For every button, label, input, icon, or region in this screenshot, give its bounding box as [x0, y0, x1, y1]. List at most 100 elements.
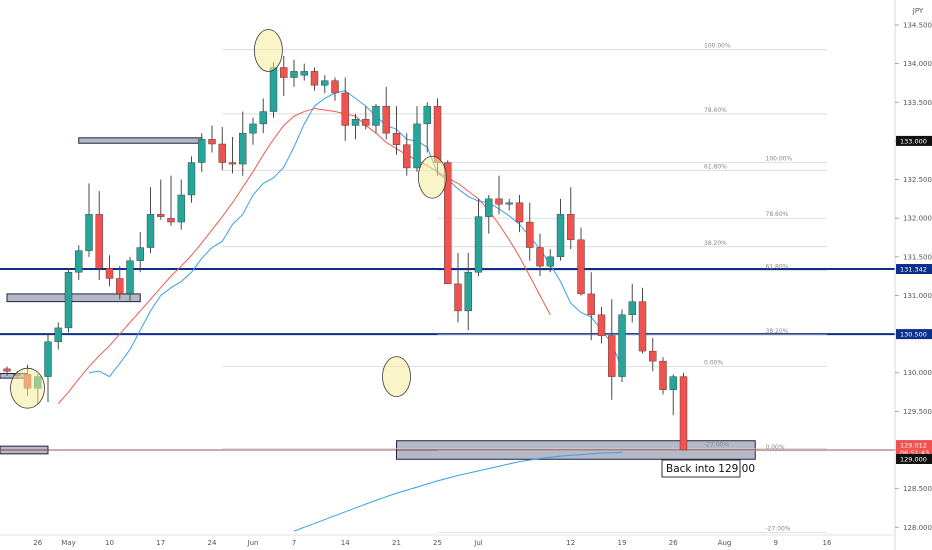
- candle-body-64: [659, 360, 667, 390]
- candle-body-34: [351, 119, 360, 126]
- fib-label-0-3: 38.20%: [704, 240, 727, 247]
- highlight-ellipse-0: [10, 367, 45, 409]
- zones-layer: [0, 137, 756, 460]
- annotation-box[interactable]: Back into 129.00: [661, 459, 755, 478]
- fib-label-0-4: 0.00%: [704, 360, 723, 367]
- price-tag-label-4: 129.000: [900, 456, 927, 464]
- ema-slow-line: [57, 107, 551, 404]
- moving-averages-layer: [57, 90, 623, 532]
- candle-body-18: [187, 162, 196, 196]
- time-axis[interactable]: 26 May 10 17 24 Jun 7 14 21 25 Jul 12 19 26 Aug 9 16: [33, 539, 832, 547]
- fib-label-0-2: 61.80%: [704, 163, 727, 170]
- candle-body-59: [608, 335, 616, 377]
- candle-body-25: [259, 111, 267, 125]
- candle-body-40: [413, 123, 421, 169]
- x-tick-label-0: 26: [33, 539, 42, 547]
- candle-body-21: [218, 143, 226, 163]
- candle-body-52: [536, 247, 544, 267]
- candle-body-56: [577, 239, 585, 295]
- candle-body-14: [146, 214, 155, 248]
- x-tick-label-14: Aug: [718, 539, 732, 547]
- candle-body-13: [136, 247, 144, 261]
- candles-layer: [3, 55, 688, 451]
- y-tick-label-13: 128.000: [903, 524, 932, 532]
- candle-body-30: [310, 71, 319, 86]
- y-tick-label-4: 132.500: [903, 176, 932, 184]
- x-tick-label-4: 24: [208, 539, 217, 547]
- candle-body-6: [64, 272, 73, 329]
- candle-body-39: [403, 144, 411, 169]
- candle-body-12: [126, 260, 134, 295]
- candle-body-62: [638, 301, 647, 352]
- candle-body-47: [485, 198, 493, 217]
- price-tag-2: [896, 329, 932, 340]
- highlight-ellipses-layer: [10, 29, 447, 409]
- candle-body-8: [85, 214, 93, 251]
- x-tick-label-11: 12: [566, 539, 575, 547]
- candle-body-10: [105, 268, 114, 279]
- candle-body-54: [556, 214, 565, 258]
- candle-body-66: [679, 376, 688, 451]
- candle-body-15: [157, 214, 165, 217]
- candle-body-58: [597, 314, 606, 336]
- annotation-text: Back into 129.00: [666, 463, 755, 475]
- candle-body-51: [526, 221, 534, 248]
- candle-body-43: [444, 162, 452, 285]
- candle-body-17: [177, 194, 185, 223]
- candle-body-45: [464, 272, 472, 312]
- y-tick-label-5: 132.000: [903, 215, 932, 223]
- x-tick-label-8: 21: [392, 539, 401, 547]
- candle-body-42: [433, 105, 442, 163]
- fib-label-0-1: 78.60%: [704, 107, 727, 114]
- candle-body-35: [362, 119, 370, 126]
- candle-body-50: [515, 202, 524, 223]
- candle-body-41: [423, 105, 431, 125]
- x-tick-label-3: 17: [156, 539, 165, 547]
- candle-body-32: [331, 80, 339, 94]
- price-tags-layer: 133.000131.342130.500129.01206:51:43129.…: [896, 135, 932, 464]
- fib-label-1-1: 78.60%: [766, 211, 789, 218]
- candle-body-16: [167, 217, 175, 223]
- fib-label-1-3: 38.20%: [766, 328, 789, 335]
- candle-body-57: [587, 293, 595, 315]
- fib-label-1-2: 61.80%: [766, 264, 789, 271]
- y-tick-label-2: 133.500: [903, 99, 932, 107]
- candle-body-33: [341, 92, 349, 126]
- candle-body-55: [567, 214, 575, 241]
- price-tag-1: [896, 264, 932, 275]
- candle-body-46: [474, 216, 483, 273]
- candle-body-11: [116, 278, 124, 295]
- candle-body-48: [495, 198, 503, 205]
- highlight-ellipse-2: [417, 155, 447, 199]
- candle-body-36: [372, 105, 380, 126]
- x-tick-label-10: Jul: [473, 539, 483, 547]
- zone-box-0: [78, 137, 203, 144]
- fib-label-1-4: 0.00%: [766, 444, 785, 451]
- candle-body-4: [44, 341, 52, 377]
- candle-body-38: [392, 132, 401, 145]
- currency-label: JPY: [912, 7, 924, 15]
- candle-body-28: [290, 71, 298, 78]
- candle-body-37: [382, 105, 390, 134]
- candle-body-27: [280, 67, 288, 78]
- fibonacci-layer: 100.00% 78.60% 61.80% 38.20% 0.00% -27.00% 100…: [222, 43, 827, 534]
- highlight-ellipse-3: [382, 356, 411, 397]
- candle-body-24: [249, 123, 257, 134]
- candle-body-23: [239, 132, 247, 165]
- candle-body-22: [228, 162, 237, 165]
- x-tick-label-13: 26: [669, 539, 678, 547]
- y-tick-label-9: 130.000: [903, 369, 932, 377]
- candle-body-9: [95, 214, 103, 269]
- candle-body-20: [208, 139, 216, 145]
- price-tag-label-2: 130.500: [900, 331, 927, 339]
- fib-label-1-5: -27.00%: [766, 526, 791, 533]
- candle-body-5: [54, 327, 62, 343]
- x-tick-label-15: 9: [774, 539, 778, 547]
- y-tick-label-7: 131.000: [903, 292, 932, 300]
- candle-body-44: [454, 283, 462, 312]
- highlight-ellipse-1: [253, 29, 283, 72]
- y-tick-label-1: 134.000: [903, 60, 932, 68]
- candle-body-26: [269, 67, 278, 112]
- x-tick-label-9: 25: [433, 539, 442, 547]
